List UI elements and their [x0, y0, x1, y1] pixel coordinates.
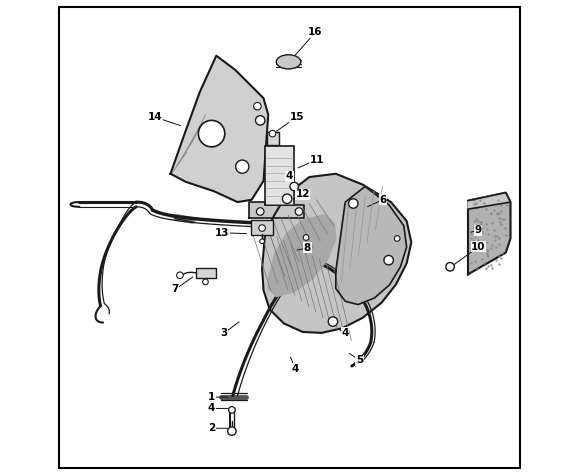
- Bar: [267, 132, 278, 145]
- Text: 3: 3: [221, 328, 228, 338]
- Circle shape: [290, 182, 298, 191]
- Text: 15: 15: [290, 112, 304, 122]
- Polygon shape: [336, 187, 406, 304]
- Circle shape: [328, 317, 338, 326]
- Text: 5: 5: [356, 355, 363, 365]
- Text: 14: 14: [148, 112, 162, 122]
- Bar: [265, 146, 294, 205]
- Ellipse shape: [276, 55, 301, 69]
- Circle shape: [283, 194, 292, 203]
- Text: 4: 4: [286, 171, 293, 181]
- Circle shape: [259, 225, 265, 231]
- Circle shape: [446, 263, 455, 271]
- Text: 7: 7: [171, 285, 179, 294]
- Circle shape: [303, 235, 309, 240]
- Polygon shape: [268, 215, 336, 296]
- Circle shape: [349, 199, 358, 208]
- Bar: [251, 219, 273, 235]
- Circle shape: [229, 407, 235, 413]
- Text: 11: 11: [310, 154, 324, 164]
- Circle shape: [295, 208, 303, 215]
- Circle shape: [228, 427, 236, 436]
- Text: 4: 4: [342, 328, 349, 338]
- Circle shape: [260, 239, 265, 244]
- Bar: [196, 268, 216, 278]
- Circle shape: [236, 160, 249, 173]
- Polygon shape: [468, 193, 511, 209]
- Text: 12: 12: [295, 189, 310, 199]
- Circle shape: [199, 120, 225, 147]
- Text: 10: 10: [471, 242, 486, 252]
- Polygon shape: [250, 202, 303, 218]
- Circle shape: [203, 279, 208, 285]
- Polygon shape: [170, 56, 268, 202]
- Polygon shape: [468, 193, 511, 275]
- Circle shape: [256, 208, 264, 215]
- Text: 8: 8: [304, 243, 311, 253]
- Text: 6: 6: [379, 195, 387, 205]
- Polygon shape: [262, 174, 411, 333]
- Text: 4: 4: [208, 403, 215, 413]
- Text: 9: 9: [475, 226, 482, 236]
- Circle shape: [177, 272, 183, 278]
- Text: 16: 16: [308, 27, 323, 37]
- Text: 13: 13: [215, 228, 230, 238]
- Text: 1: 1: [208, 392, 215, 402]
- Circle shape: [255, 116, 265, 125]
- Circle shape: [394, 236, 400, 241]
- Circle shape: [384, 256, 393, 265]
- Circle shape: [254, 103, 261, 110]
- Text: 4: 4: [291, 364, 299, 374]
- Text: 2: 2: [208, 423, 215, 433]
- Circle shape: [269, 130, 276, 137]
